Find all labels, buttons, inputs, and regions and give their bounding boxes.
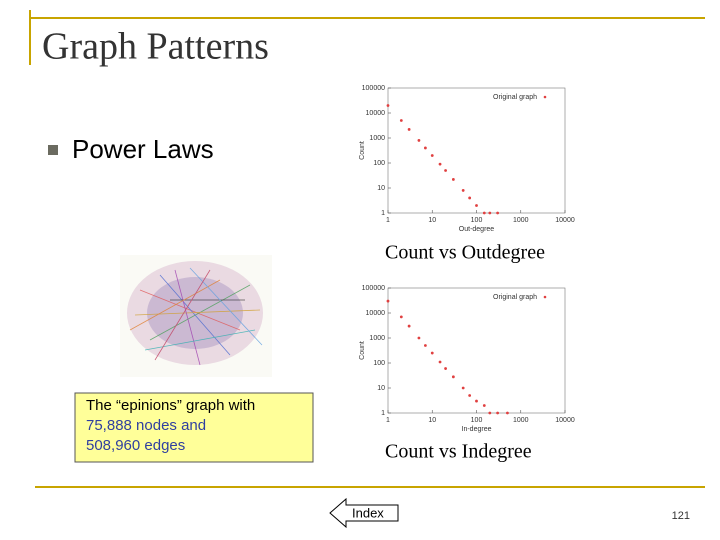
legend-label: Original graph [493,294,537,301]
x-tick-label: 10000 [555,417,575,424]
point [496,411,500,415]
x-tick-label: 100 [471,217,483,224]
x-tick-label: 10000 [555,217,575,224]
point [438,162,442,166]
point [506,411,509,415]
point [461,189,465,192]
x-axis-label: Out-degree [459,226,495,233]
y-axis-label: Count [359,341,366,360]
legend-marker [543,295,547,299]
note-box [74,392,314,463]
legend-marker [543,95,547,99]
x-tick-label: 1 [386,417,390,424]
point [386,299,390,303]
x-tick-label: 10 [428,217,436,224]
x-tick-label: 100 [471,417,483,424]
point [399,119,403,122]
point [475,399,478,403]
index-label[interactable]: Index [352,505,384,520]
y-tick-label: 10000 [366,310,386,317]
point [482,211,486,215]
y-tick-label: 1 [381,410,385,417]
y-tick-label: 1000 [369,335,385,342]
graph-image [120,255,272,377]
x-axis-label: In-degree [462,426,492,433]
y-tick-label: 100 [373,160,385,167]
point [423,344,427,347]
point [488,411,492,415]
point [468,196,472,200]
point [407,128,411,131]
slide-title: Graph Patterns [42,26,269,68]
point [417,336,421,340]
point [386,104,390,107]
point [444,367,447,370]
note-line: 75,888 nodes and [86,417,206,434]
point [461,386,465,390]
point [468,394,472,397]
y-tick-label: 100000 [362,285,385,292]
y-tick-label: 1000 [369,135,385,142]
x-tick-label: 10 [428,417,436,424]
note-line: The “epinions” graph with [86,397,255,414]
caption: Count vs Outdegree [385,242,545,264]
point [496,211,500,215]
note-line: 508,960 edges [86,437,185,454]
x-tick-label: 1 [386,217,390,224]
point [444,169,447,172]
point [482,404,486,407]
point [417,139,421,142]
bullet-text: Power Laws [72,134,214,164]
y-tick-label: 10 [377,185,385,192]
point [488,211,492,215]
point [438,360,442,364]
x-tick-label: 1000 [513,417,529,424]
point [451,375,455,379]
legend-label: Original graph [493,94,537,101]
point [399,315,403,319]
x-tick-label: 1000 [513,217,529,224]
point [451,178,455,181]
y-tick-label: 100 [373,360,385,367]
y-tick-label: 1 [381,210,385,217]
y-tick-label: 100000 [362,85,385,92]
y-tick-label: 10000 [366,110,386,117]
plot-frame [387,287,566,414]
index-arrow[interactable] [329,497,399,529]
point [423,146,427,150]
point [475,204,478,207]
page-number: 121 [672,510,690,522]
index-button[interactable]: Index [329,497,399,529]
plot-frame [387,87,566,214]
caption: Count vs Indegree [385,441,532,463]
y-axis-label: Count [359,141,366,160]
bullet-marker [48,145,58,155]
point [430,351,434,355]
point [407,324,411,328]
y-tick-label: 10 [377,385,385,392]
point [430,154,434,157]
